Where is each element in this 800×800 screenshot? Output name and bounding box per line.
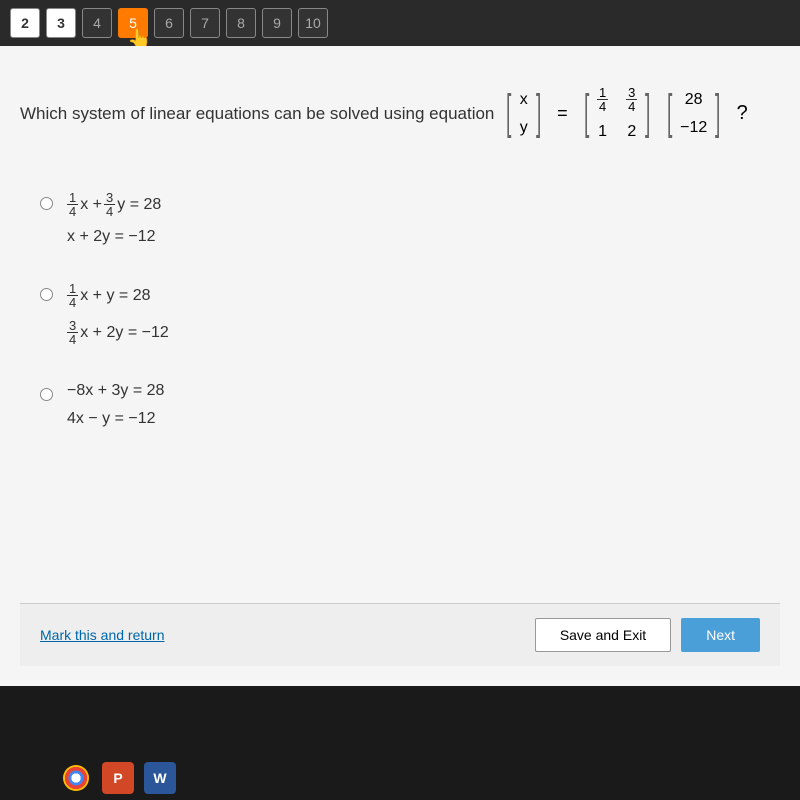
powerpoint-icon[interactable]: P bbox=[102, 762, 134, 794]
nav-item-5[interactable]: 5 👆 bbox=[118, 8, 148, 38]
nav-item-3[interactable]: 3 bbox=[46, 8, 76, 38]
question-nav: 2 3 4 5 👆 6 7 8 9 10 bbox=[0, 0, 800, 46]
next-button[interactable]: Next bbox=[681, 618, 760, 652]
footer-bar: Mark this and return Save and Exit Next bbox=[20, 603, 780, 666]
constant-vector: [ 28 −12 ] bbox=[663, 91, 725, 137]
vector-xy: [ x y ] bbox=[502, 91, 545, 137]
nav-item-2[interactable]: 2 bbox=[10, 8, 40, 38]
nav-item-4[interactable]: 4 bbox=[82, 8, 112, 38]
equals-sign: = bbox=[557, 103, 568, 124]
question-panel: Which system of linear equations can be … bbox=[0, 46, 800, 686]
chrome-icon[interactable] bbox=[60, 762, 92, 794]
nav-item-8[interactable]: 8 bbox=[226, 8, 256, 38]
radio-c[interactable] bbox=[40, 388, 53, 401]
option-c-content: −8x + 3y = 28 4x − y = −12 bbox=[67, 382, 164, 428]
option-a-content: 14 x + 34 y = 28 x + 2y = −12 bbox=[67, 191, 161, 246]
question-mark: ? bbox=[737, 102, 748, 125]
coefficient-matrix: [ 14 1 34 2 ] bbox=[580, 86, 655, 141]
radio-b[interactable] bbox=[40, 288, 53, 301]
nav-item-6[interactable]: 6 bbox=[154, 8, 184, 38]
mark-return-link[interactable]: Mark this and return bbox=[40, 627, 165, 643]
question-text: Which system of linear equations can be … bbox=[20, 104, 494, 124]
option-b-content: 14 x + y = 28 34 x + 2y = −12 bbox=[67, 282, 169, 346]
nav-item-7[interactable]: 7 bbox=[190, 8, 220, 38]
nav-item-10[interactable]: 10 bbox=[298, 8, 328, 38]
option-a[interactable]: 14 x + 34 y = 28 x + 2y = −12 bbox=[40, 191, 780, 246]
nav-item-9[interactable]: 9 bbox=[262, 8, 292, 38]
taskbar: P W bbox=[0, 755, 800, 800]
option-b[interactable]: 14 x + y = 28 34 x + 2y = −12 bbox=[40, 282, 780, 346]
save-exit-button[interactable]: Save and Exit bbox=[535, 618, 671, 652]
question-prompt-row: Which system of linear equations can be … bbox=[20, 86, 780, 141]
word-icon[interactable]: W bbox=[144, 762, 176, 794]
answer-options: 14 x + 34 y = 28 x + 2y = −12 14 x + y =… bbox=[20, 191, 780, 428]
radio-a[interactable] bbox=[40, 197, 53, 210]
option-c[interactable]: −8x + 3y = 28 4x − y = −12 bbox=[40, 382, 780, 428]
